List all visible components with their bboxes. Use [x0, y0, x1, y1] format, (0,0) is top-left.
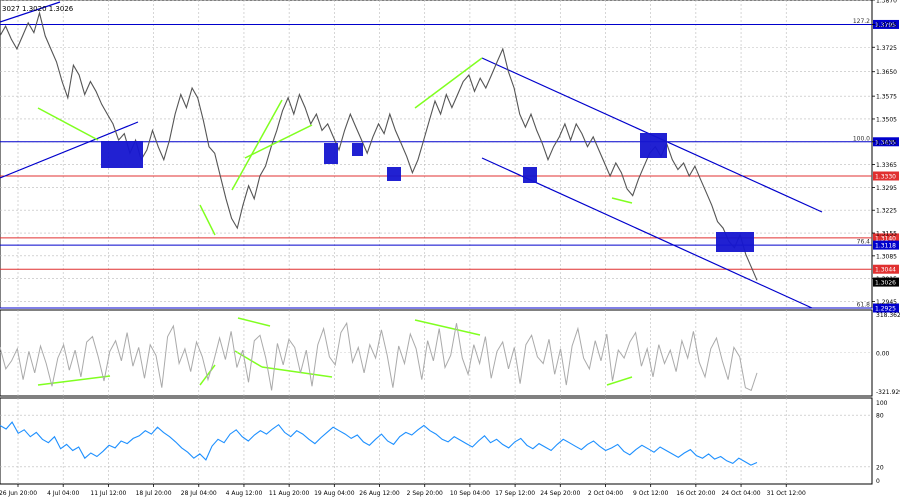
price-tag-text: 1.3435	[875, 139, 896, 146]
price-tag	[873, 264, 899, 274]
y-tick-label: 1.3085	[876, 253, 897, 260]
x-tick-label: 31 Oct 12:00	[767, 490, 806, 497]
divergence-line	[414, 319, 481, 336]
zone-box	[716, 232, 754, 252]
divergence-line	[261, 366, 333, 378]
zone-box	[523, 167, 537, 183]
price-tag-text: 1.3795	[875, 22, 896, 29]
y-tick-label: 1.3505	[876, 116, 897, 123]
x-tick-label: 26 Jun 20:00	[0, 490, 37, 497]
rsi-axis-label: 80	[876, 413, 884, 420]
y-tick-label: 1.3870	[876, 0, 897, 5]
x-tick-label: 9 Oct 12:00	[633, 490, 668, 497]
main-panel	[0, 0, 873, 309]
y-tick-label: 1.3435	[876, 139, 897, 146]
divergence-line	[611, 197, 633, 204]
x-tick-label: 26 Aug 12:00	[359, 490, 400, 497]
zone-box	[352, 143, 363, 156]
rsi-panel-frame	[0, 397, 873, 485]
grid-layer	[0, 0, 872, 484]
price-tag	[873, 233, 899, 243]
price-tag	[873, 240, 899, 250]
divergence-line	[414, 57, 483, 109]
level-label: 61.8	[857, 302, 871, 309]
divergence-line	[244, 124, 313, 159]
x-axis-labels: 26 Jun 20:00 4 Jul 04:00 11 Jul 12:00 18 Ju…	[0, 484, 806, 497]
price-line	[0, 10, 758, 281]
x-tick-label: 11 Jul 12:00	[90, 490, 126, 497]
cci-axis-label: 318.3625	[876, 312, 900, 319]
divergence-line	[199, 204, 216, 236]
y-tick-label: 1.3155	[876, 231, 897, 238]
level-label: 127.2	[853, 18, 870, 25]
price-tag	[873, 171, 899, 181]
y-tick-label: 1.3295	[876, 185, 897, 192]
rsi-panel	[0, 397, 873, 485]
x-tick-label: 4 Jul 04:00	[47, 490, 79, 497]
level-label: 76.4	[857, 239, 871, 246]
x-tick-label: 4 Aug 12:00	[226, 490, 263, 497]
cci-line	[0, 321, 758, 392]
current-price-tag-text: 1.3026	[875, 280, 896, 287]
divergence-line	[37, 107, 99, 141]
ohlc-header: 3027 1.3020 1.3026	[2, 5, 74, 13]
divergence-line	[231, 99, 283, 191]
x-tick-label: 11 Aug 20:00	[269, 490, 310, 497]
price-tag-text: 1.2925	[875, 306, 896, 313]
price-tag	[873, 303, 899, 313]
price-tag-text: 1.3140	[875, 235, 896, 242]
cci-series	[0, 321, 872, 392]
x-tick-label: 10 Sep 04:00	[450, 490, 490, 497]
x-tick-label: 24 Sep 20:00	[540, 490, 580, 497]
zone-box	[387, 167, 401, 181]
zone-box	[640, 133, 667, 158]
zone-boxes	[101, 133, 754, 252]
rsi-series	[0, 414, 872, 468]
price-tag	[873, 137, 899, 147]
rsi-axis-label: 20	[876, 464, 884, 471]
cci-axis-label: 0.00	[876, 350, 890, 357]
x-tick-label: 28 Jul 04:00	[181, 490, 217, 497]
x-tick-label: 18 Jul 20:00	[136, 490, 172, 497]
level-label: 100.0	[853, 135, 870, 142]
zone-box	[101, 141, 143, 168]
divergence-line	[199, 364, 216, 386]
x-tick-label: 17 Sep 12:00	[495, 490, 535, 497]
main-panel-frame	[0, 0, 873, 309]
y-tick-label: 1.2945	[876, 299, 897, 306]
y-tick-label: 1.3015	[876, 276, 897, 283]
y-tick-label: 1.3225	[876, 208, 897, 215]
divergence-line	[234, 350, 263, 368]
price-tag	[873, 19, 899, 29]
x-tick-label: 2 Sep 20:00	[407, 490, 443, 497]
y-tick-label: 1.3575	[876, 94, 897, 101]
y-tick-label: 1.3795	[876, 22, 897, 29]
x-tick-label: 24 Oct 04:00	[721, 490, 760, 497]
y-tick-label: 1.3365	[876, 162, 897, 169]
rsi-line	[0, 421, 758, 466]
x-tick-label: 2 Oct 04:00	[588, 490, 623, 497]
zone-box	[324, 143, 338, 164]
divergence-line	[37, 375, 111, 386]
y-tick-label: 1.3725	[876, 45, 897, 52]
rsi-axis-label: 100	[876, 400, 888, 407]
price-tag-text: 1.3044	[875, 267, 896, 274]
cci-axis-label: -321.929	[876, 389, 900, 396]
y-tick-label: 1.3650	[876, 69, 897, 76]
price-tag-text: 1.3330	[875, 174, 896, 181]
divergence-lines	[37, 57, 633, 386]
divergence-line	[237, 317, 271, 327]
price-series	[0, 10, 758, 281]
x-tick-label: 16 Oct 20:00	[676, 490, 715, 497]
divergence-line	[606, 376, 633, 386]
current-price-tag	[873, 277, 899, 287]
x-tick-label: 19 Aug 04:00	[314, 490, 355, 497]
trendline-left-2	[0, 1, 61, 23]
rsi-axis-label: 0	[876, 478, 880, 485]
price-tag-text: 1.3118	[875, 243, 896, 250]
